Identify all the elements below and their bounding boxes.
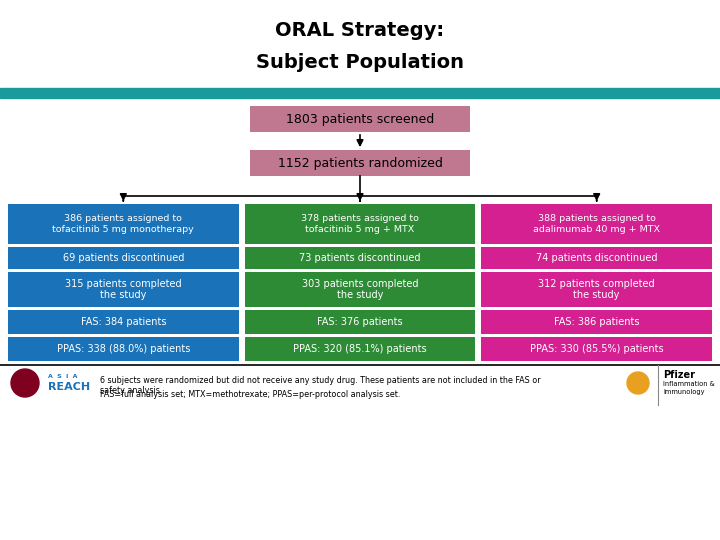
Circle shape [11, 369, 39, 397]
Text: 388 patients assigned to
adalimumab 40 mg + MTX: 388 patients assigned to adalimumab 40 m… [534, 214, 660, 234]
FancyBboxPatch shape [250, 106, 470, 132]
FancyBboxPatch shape [245, 247, 475, 269]
FancyBboxPatch shape [8, 247, 238, 269]
FancyBboxPatch shape [250, 150, 470, 176]
FancyBboxPatch shape [245, 337, 475, 361]
Text: 315 patients completed
the study: 315 patients completed the study [65, 279, 181, 300]
FancyBboxPatch shape [8, 204, 238, 244]
Text: Pfizer: Pfizer [663, 370, 695, 380]
Circle shape [627, 372, 649, 394]
FancyBboxPatch shape [482, 337, 712, 361]
Text: 312 patients completed
the study: 312 patients completed the study [539, 279, 655, 300]
Text: PPAS: 320 (85.1%) patients: PPAS: 320 (85.1%) patients [293, 344, 427, 354]
Text: 386 patients assigned to
tofacitinib 5 mg monotherapy: 386 patients assigned to tofacitinib 5 m… [53, 214, 194, 234]
Text: ORAL Strategy:: ORAL Strategy: [276, 21, 444, 39]
Text: 69 patients discontinued: 69 patients discontinued [63, 253, 184, 263]
Text: Immunology: Immunology [663, 389, 704, 395]
Text: 73 patients discontinued: 73 patients discontinued [300, 253, 420, 263]
FancyBboxPatch shape [482, 310, 712, 334]
FancyBboxPatch shape [245, 310, 475, 334]
FancyBboxPatch shape [482, 272, 712, 307]
FancyBboxPatch shape [245, 204, 475, 244]
Text: 74 patients discontinued: 74 patients discontinued [536, 253, 657, 263]
Text: PPAS: 330 (85.5%) patients: PPAS: 330 (85.5%) patients [530, 344, 663, 354]
FancyBboxPatch shape [8, 310, 238, 334]
FancyBboxPatch shape [8, 272, 238, 307]
Text: REACH: REACH [48, 382, 90, 392]
Text: Inflammation &: Inflammation & [663, 381, 715, 387]
Text: FAS: 384 patients: FAS: 384 patients [81, 317, 166, 327]
Text: 1152 patients randomized: 1152 patients randomized [278, 157, 442, 170]
Text: A  S  I  A: A S I A [48, 375, 78, 380]
Text: 303 patients completed
the study: 303 patients completed the study [302, 279, 418, 300]
FancyBboxPatch shape [482, 204, 712, 244]
Text: Subject Population: Subject Population [256, 52, 464, 71]
Text: 378 patients assigned to
tofacitinib 5 mg + MTX: 378 patients assigned to tofacitinib 5 m… [301, 214, 419, 234]
FancyBboxPatch shape [245, 272, 475, 307]
Text: PPAS: 338 (88.0%) patients: PPAS: 338 (88.0%) patients [57, 344, 190, 354]
Text: FAS=full analysis set; MTX=methotrexate; PPAS=per-protocol analysis set.: FAS=full analysis set; MTX=methotrexate;… [100, 390, 400, 399]
FancyBboxPatch shape [8, 337, 238, 361]
Text: FAS: 376 patients: FAS: 376 patients [318, 317, 402, 327]
Text: 1803 patients screened: 1803 patients screened [286, 112, 434, 125]
Text: 6 subjects were randomized but did not receive any study drug. These patients ar: 6 subjects were randomized but did not r… [100, 376, 541, 395]
FancyBboxPatch shape [482, 247, 712, 269]
Text: FAS: 386 patients: FAS: 386 patients [554, 317, 639, 327]
Bar [0, 88, 720, 98]
